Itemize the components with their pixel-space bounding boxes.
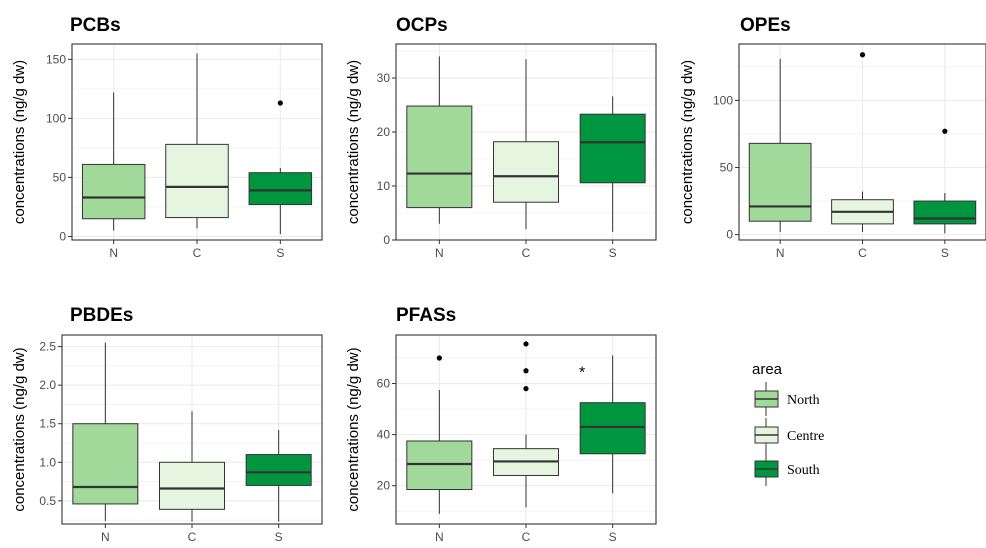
x-tick-label: C [858,246,867,260]
box-body [406,105,473,209]
panel-title: PFASs [396,305,456,326]
box-S [579,355,646,494]
x-tick-label: S [609,246,617,260]
x-tick-label: C [193,246,202,260]
y-tick-label: 0 [383,233,390,247]
y-tick-label: 20 [377,125,391,139]
y-tick-label: 1.5 [39,417,56,431]
box-S [248,100,313,235]
panel-opes: 0 50 100 N C S OPEs concentrations (ng/g dw) [679,15,986,260]
x-tick-label: N [776,246,785,260]
legend-label-centre: Centre [787,429,824,444]
box-C [493,59,559,230]
significance-annotation: * [579,364,585,381]
outlier-point [523,386,529,392]
box-body [579,113,646,184]
box-body [748,142,812,222]
box-N [406,355,473,514]
box-N [81,92,146,231]
legend-title: area [752,361,783,378]
x-tick-label: N [109,246,118,260]
box-S [913,128,977,234]
panel-title: OCPs [396,15,448,36]
box-S [579,96,646,232]
y-axis-title: concentrations (ng/g dw) [11,60,28,224]
outlier-point [436,355,442,361]
y-tick-label: 40 [377,428,391,442]
y-tick-label: 20 [377,479,391,493]
panel-title: OPEs [740,15,791,36]
box-C [165,53,229,229]
legend-item-centre: Centre [754,418,824,452]
y-tick-label: 30 [377,71,391,85]
panel-pcbs: 0 50 100 150 N C S PCBs concentrations (ng/g dw) [11,15,323,260]
x-tick-label: S [275,530,283,544]
box-body [913,200,977,225]
box-S [245,429,312,522]
legend-item-south: South [754,452,820,486]
box-N [72,342,139,521]
box-N [406,56,473,224]
x-tick-label: C [188,530,197,544]
y-axis-title: concentrations (ng/g dw) [11,347,28,511]
box-body [81,163,146,220]
box-body [248,172,313,206]
x-tick-label: N [435,246,444,260]
y-tick-label: 100 [713,93,733,107]
y-tick-label: 50 [720,161,734,175]
box-N [748,58,812,232]
y-tick-label: 0 [59,229,66,243]
y-tick-label: 10 [377,179,391,193]
box-body [72,423,139,505]
outlier-point [942,128,948,134]
legend-label-south: South [787,463,820,478]
panel-title: PBDEs [70,305,133,326]
outlier-point [523,368,529,374]
y-axis-title: concentrations (ng/g dw) [345,60,362,224]
y-tick-label: 60 [377,377,391,391]
outlier-point [523,341,529,347]
outlier-point [859,52,866,58]
x-tick-label: C [522,530,531,544]
outlier-point [277,100,283,106]
box-C [493,341,559,508]
legend-item-north: North [754,382,820,416]
y-tick-label: 1.0 [39,455,56,469]
x-tick-label: S [276,246,284,260]
x-tick-label: S [941,246,949,260]
x-tick-label: C [522,246,531,260]
panel-pfass: 20 40 60 * N C S PFASs concentrations (ng/g dw) [345,305,657,544]
panel-ocps: 0 10 20 30 N C S OCPs concentrations (ng/g dw) [345,15,657,260]
y-tick-label: 2.5 [39,340,56,354]
y-axis-title: concentrations (ng/g dw) [345,347,362,511]
x-tick-label: N [435,530,444,544]
box-C [159,411,225,522]
legend: area North Centre South [752,361,824,486]
y-tick-label: 2.0 [39,378,56,392]
y-tick-label: 0.5 [39,494,56,508]
box-body [493,141,559,203]
box-C [831,52,894,232]
x-tick-label: N [101,530,110,544]
y-tick-label: 100 [46,111,66,125]
box-body [579,402,646,455]
box-body [406,440,473,491]
y-tick-label: 0 [726,228,733,242]
y-axis-title: concentrations (ng/g dw) [679,60,696,224]
x-tick-label: S [609,530,617,544]
box-body [159,461,225,510]
panel-pbdes: 0.5 1.0 1.5 2.0 2.5 N C S PBDEs concentrations (n… [11,305,323,544]
legend-label-north: North [787,393,820,408]
box-body [245,454,312,486]
y-tick-label: 50 [53,170,67,184]
panel-title: PCBs [70,15,121,36]
y-tick-label: 150 [46,52,66,66]
box-body [165,143,229,219]
